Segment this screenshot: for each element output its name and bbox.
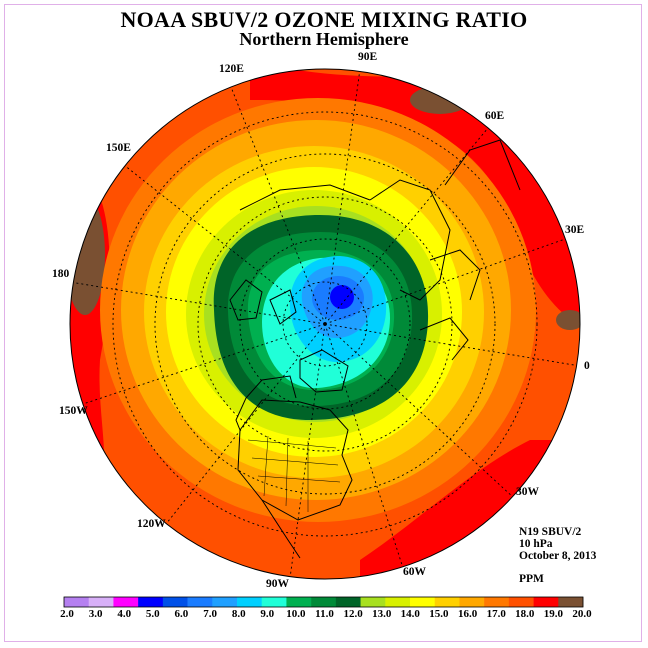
colorbar-swatch <box>533 597 559 607</box>
meridian-lines <box>70 69 580 579</box>
page-title: NOAA SBUV/2 OZONE MIXING RATIO <box>120 7 528 32</box>
date-label: October 8, 2013 <box>519 550 597 562</box>
us-states-grid <box>247 435 341 512</box>
colorbar-swatch <box>558 597 584 607</box>
colorbar-tick-label: 19.0 <box>543 608 564 620</box>
colorbar-swatch <box>88 597 114 607</box>
colorbar-swatch <box>385 597 411 607</box>
map-outline <box>69 68 581 580</box>
colorbar-tick-label: 20.0 <box>572 608 592 620</box>
colorbar-swatch <box>434 597 460 607</box>
colorbar-tick-label: 11.0 <box>315 608 334 620</box>
colorbar-swatch <box>286 597 312 607</box>
latitude-circles <box>112 111 538 537</box>
lon-label-60w: 60W <box>403 566 426 578</box>
colorbar-tick-label: 7.0 <box>203 608 217 620</box>
colorbar-swatch <box>459 597 485 607</box>
colorbar-swatch <box>410 597 436 607</box>
colorbar-tick-label: 13.0 <box>372 608 392 620</box>
lon-label-0: 0 <box>584 360 590 372</box>
colorbar-tick-label: 17.0 <box>486 608 506 620</box>
colorbar-swatch <box>237 597 263 607</box>
colorbar-swatch <box>360 597 386 607</box>
lon-label-150w: 150W <box>59 405 88 417</box>
colorbar-tick-label: 18.0 <box>515 608 535 620</box>
colorbar-swatch <box>484 597 510 607</box>
colorbar-tick-label: 12.0 <box>343 608 363 620</box>
colorbar-tick-label: 10.0 <box>286 608 306 620</box>
colorbar-tick-label: 2.0 <box>60 608 74 620</box>
lon-label-90w: 90W <box>266 578 289 590</box>
colorbar-tick-label: 4.0 <box>117 608 132 620</box>
lon-label-120w: 120W <box>137 518 166 530</box>
colorbar-swatch <box>187 597 213 607</box>
colorbar-tick-label: 8.0 <box>231 608 246 620</box>
lon-label-30e: 30E <box>565 224 585 236</box>
instrument-label: N19 SBUV/2 <box>519 526 582 538</box>
colorbar-swatch <box>508 597 534 607</box>
colorbar-swatch <box>138 597 164 607</box>
colorbar-tick-label: 15.0 <box>429 608 449 620</box>
colorbar-swatch <box>212 597 238 607</box>
colorbar-swatch <box>162 597 188 607</box>
colorbar-tick-label: 3.0 <box>88 608 103 620</box>
colorbar-swatch <box>335 597 361 607</box>
colorbar-swatch <box>261 597 287 607</box>
colorbar-tick-label: 6.0 <box>174 608 189 620</box>
lon-label-150e: 150E <box>106 142 131 154</box>
colorbar-swatch <box>113 597 139 607</box>
colorbar-swatch <box>311 597 337 607</box>
units-label: PPM <box>519 573 544 585</box>
lon-label-180: 180 <box>52 268 70 280</box>
colorbar-tick-label: 5.0 <box>145 608 160 620</box>
colorbar-tick-label: 14.0 <box>400 608 420 620</box>
lon-label-30w: 30W <box>516 486 539 498</box>
colorbar-tick-label: 16.0 <box>457 608 478 620</box>
colorbar <box>63 596 584 608</box>
figure-frame <box>4 4 642 642</box>
lon-label-60e: 60E <box>485 110 505 122</box>
colorbar-outline <box>63 596 584 608</box>
page-subtitle: Northern Hemisphere <box>239 29 409 49</box>
coastlines <box>229 139 521 559</box>
colorbar-tick-label: 9.0 <box>260 608 275 620</box>
ozone-contour-field <box>70 69 580 579</box>
colorbar-swatch <box>64 597 90 607</box>
lon-label-90e: 90E <box>358 51 378 63</box>
pressure-level-label: 10 hPa <box>519 538 553 550</box>
lon-label-120e: 120E <box>219 63 244 75</box>
